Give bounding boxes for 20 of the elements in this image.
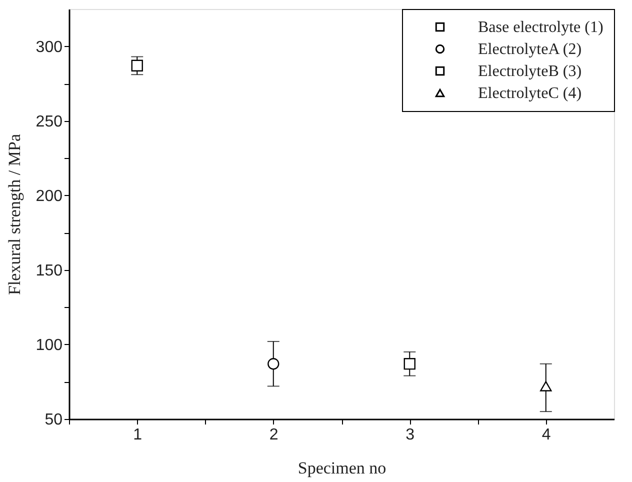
x-tick-label: 3	[406, 426, 415, 444]
point	[404, 358, 416, 370]
y-tick-label: 150	[36, 262, 63, 280]
y-tick-label: 300	[36, 38, 63, 56]
x-tick-label: 1	[133, 426, 142, 444]
y-tick-label: 100	[36, 336, 63, 354]
legend-label: Base electrolyte (1)	[478, 19, 604, 36]
x-tick-label: 4	[542, 426, 551, 444]
point	[540, 381, 552, 392]
y-tick-label: 250	[36, 113, 63, 130]
y-axis-title: Flexural strength / MPa	[4, 134, 24, 296]
legend-label: ElectrolyteB (3)	[478, 63, 582, 80]
y-tick-label: 50	[44, 412, 63, 428]
x-axis-title: Specimen no	[298, 458, 386, 478]
y-tick-label: 200	[36, 188, 63, 205]
point	[131, 60, 143, 72]
point	[268, 358, 280, 370]
x-tick-label: 2	[269, 426, 278, 444]
legend-label: ElectrolyteC (4)	[478, 85, 582, 102]
legend-label: ElectrolyteA (2)	[478, 41, 582, 58]
